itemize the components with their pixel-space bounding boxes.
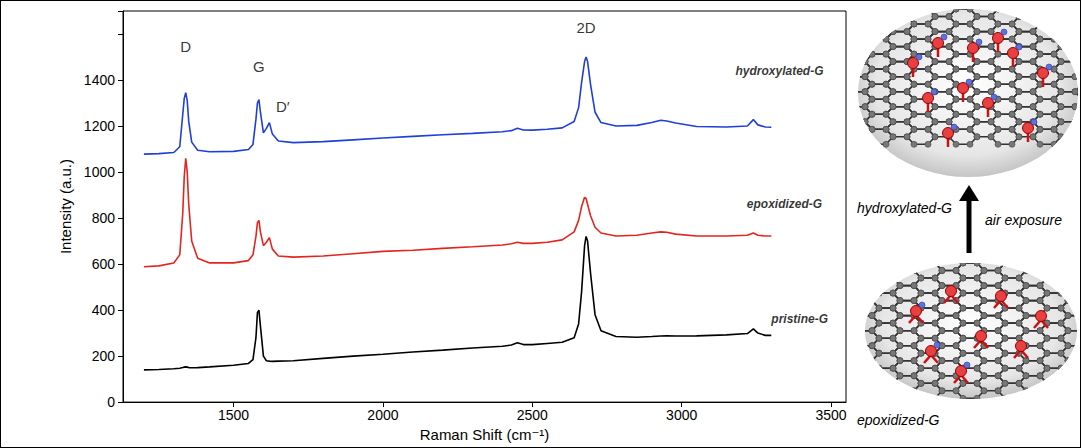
svg-text:600: 600 bbox=[92, 256, 116, 272]
svg-text:epoxidized-G: epoxidized-G bbox=[747, 197, 822, 211]
svg-text:1000: 1000 bbox=[84, 164, 115, 180]
svg-text:hydroxylated-G: hydroxylated-G bbox=[857, 200, 952, 216]
svg-text:0: 0 bbox=[107, 394, 115, 410]
svg-text:D′: D′ bbox=[276, 98, 290, 115]
svg-text:3500: 3500 bbox=[815, 407, 846, 423]
svg-text:air exposure: air exposure bbox=[985, 212, 1062, 228]
svg-text:Raman Shift (cm⁻¹): Raman Shift (cm⁻¹) bbox=[420, 426, 550, 443]
svg-text:200: 200 bbox=[92, 348, 116, 364]
svg-text:1200: 1200 bbox=[84, 118, 115, 134]
svg-text:1500: 1500 bbox=[218, 407, 249, 423]
svg-text:hydroxylated-G: hydroxylated-G bbox=[735, 64, 823, 78]
svg-text:1400: 1400 bbox=[84, 72, 115, 88]
svg-text:2000: 2000 bbox=[367, 407, 398, 423]
svg-text:G: G bbox=[253, 58, 265, 75]
svg-text:3000: 3000 bbox=[666, 407, 697, 423]
svg-text:epoxidized-G: epoxidized-G bbox=[857, 412, 940, 428]
svg-text:2D: 2D bbox=[576, 19, 595, 36]
svg-text:2500: 2500 bbox=[517, 407, 548, 423]
svg-text:pristine-G: pristine-G bbox=[770, 312, 828, 326]
svg-text:800: 800 bbox=[92, 210, 116, 226]
svg-text:D: D bbox=[180, 38, 191, 55]
svg-text:Intensity (a.u.): Intensity (a.u.) bbox=[57, 159, 74, 254]
svg-text:400: 400 bbox=[92, 302, 116, 318]
